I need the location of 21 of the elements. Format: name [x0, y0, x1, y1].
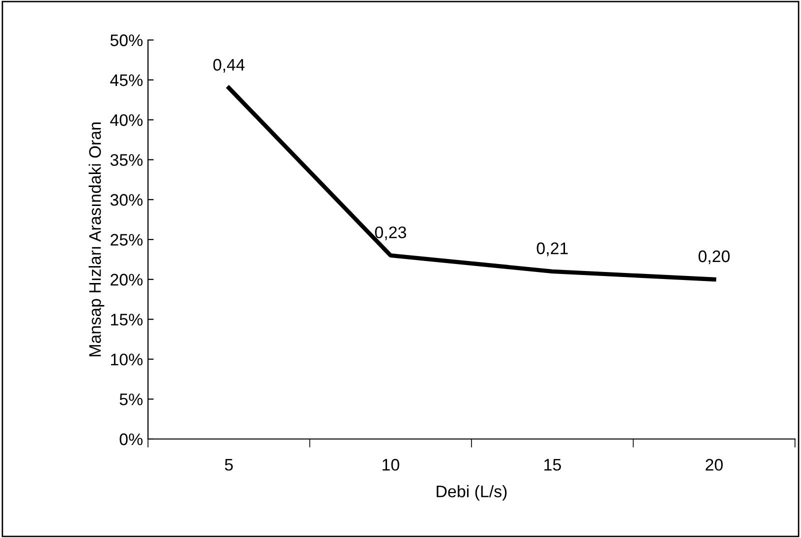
y-tick-label: 30% [110, 194, 143, 206]
y-tick-label: 0% [120, 433, 143, 446]
data-label: 0,21 [536, 242, 568, 256]
data-label: 0,20 [698, 250, 730, 264]
data-label: 0,23 [375, 226, 406, 240]
y-tick-label: 50% [110, 34, 143, 46]
y-tick-label: 5% [120, 394, 143, 406]
x-tick-label: 5 [224, 459, 233, 471]
y-tick-label: 35% [110, 154, 143, 166]
y-tick-label: 45% [110, 74, 143, 86]
data-label: 0,44 [213, 58, 245, 73]
y-tick-label: 20% [110, 274, 143, 286]
y-tick-label: 10% [111, 354, 143, 366]
x-axis-title: Debi (L/s) [436, 485, 507, 501]
y-tick-label: 15% [111, 314, 143, 326]
x-tick-label: 15 [544, 459, 561, 471]
y-tick-label: 25% [110, 234, 143, 246]
x-tick-label: 10 [382, 458, 400, 471]
y-tick-label: 40% [110, 114, 143, 126]
y-axis-title: Mansap Hızları Arasındaki Oran [88, 122, 104, 356]
x-tick-label: 20 [706, 458, 723, 471]
